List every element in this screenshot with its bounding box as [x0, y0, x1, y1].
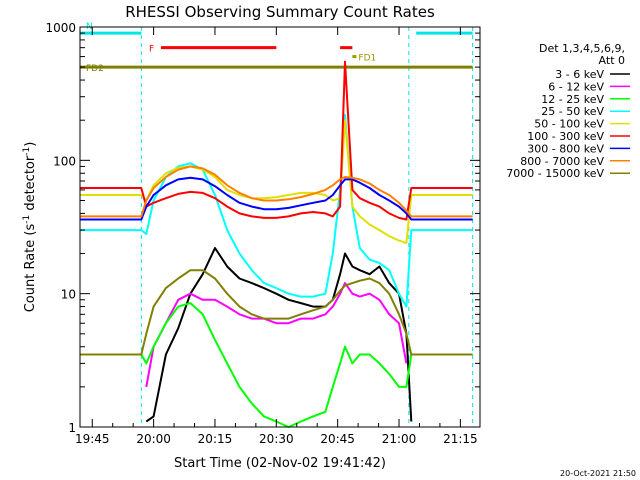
legend-label-0: 3 - 6 keV [555, 68, 604, 81]
legend-label-3: 25 - 50 keV [541, 105, 604, 118]
legend-label-1: 6 - 12 keV [548, 80, 604, 93]
y-axis-label-part2: detector [23, 155, 38, 215]
y-axis-label: Count Rate (s-1 detector-1) [22, 142, 38, 313]
series-line-3 [80, 113, 473, 308]
y-tick-label: 1000 [45, 21, 76, 35]
series-line-2 [80, 302, 473, 428]
series-line-1 [145, 282, 408, 388]
legend-label-2: 12 - 25 keV [541, 93, 604, 106]
y-tick-label: 10 [61, 288, 76, 302]
legend-label-8: 7000 - 15000 keV [506, 167, 604, 180]
y-axis-label-sup1: -1 [22, 215, 32, 224]
series-line-4 [80, 119, 473, 244]
x-tick-label: 20:00 [136, 432, 171, 446]
series-line-0 [145, 247, 413, 423]
chart-title: RHESSI Observing Summary Count Rates [125, 3, 435, 21]
x-tick-label: 20:45 [320, 432, 355, 446]
legend-header-line: Det 1,3,4,5,6,9, [539, 42, 625, 55]
y-axis-label-sup2: -1 [22, 147, 32, 156]
x-tick-label: 20:30 [259, 432, 294, 446]
y-axis-label-part1: Count Rate (s [23, 224, 38, 313]
series-line-7 [80, 165, 473, 218]
x-tick-label: 19:45 [75, 432, 110, 446]
legend-label-7: 800 - 7000 keV [520, 155, 604, 168]
legend-label-4: 50 - 100 keV [534, 118, 604, 131]
flag-label-f: F [149, 45, 154, 55]
footer-date: 20-Oct-2021 21:50 [560, 469, 636, 478]
x-tick-label: 21:00 [382, 432, 417, 446]
y-tick-label: 1 [68, 421, 76, 435]
x-axis-label: Start Time (02-Nov-02 19:41:42) [174, 456, 386, 471]
legend-label-5: 100 - 300 keV [527, 130, 604, 143]
legend-header-line: Att 0 [599, 54, 625, 67]
series-line-6 [80, 176, 473, 221]
y-tick-label: 100 [53, 154, 76, 168]
x-tick-label: 21:15 [443, 432, 478, 446]
plot-frame [79, 26, 481, 428]
flag-label-fd1: FD1 [358, 54, 376, 64]
flag-label-fd2: FD2 [86, 64, 104, 74]
y-axis-label-part3: ) [23, 142, 38, 147]
series-line-5 [80, 60, 473, 221]
axis-ticks: 19:45 20:00 20:15 20:30 20:45 21:00 21:15 1 10 10… [45, 21, 480, 446]
x-tick-label: 20:15 [198, 432, 233, 446]
series-lines [80, 60, 473, 428]
series-line-8 [80, 269, 473, 356]
legend-label-6: 300 - 800 keV [527, 142, 604, 155]
